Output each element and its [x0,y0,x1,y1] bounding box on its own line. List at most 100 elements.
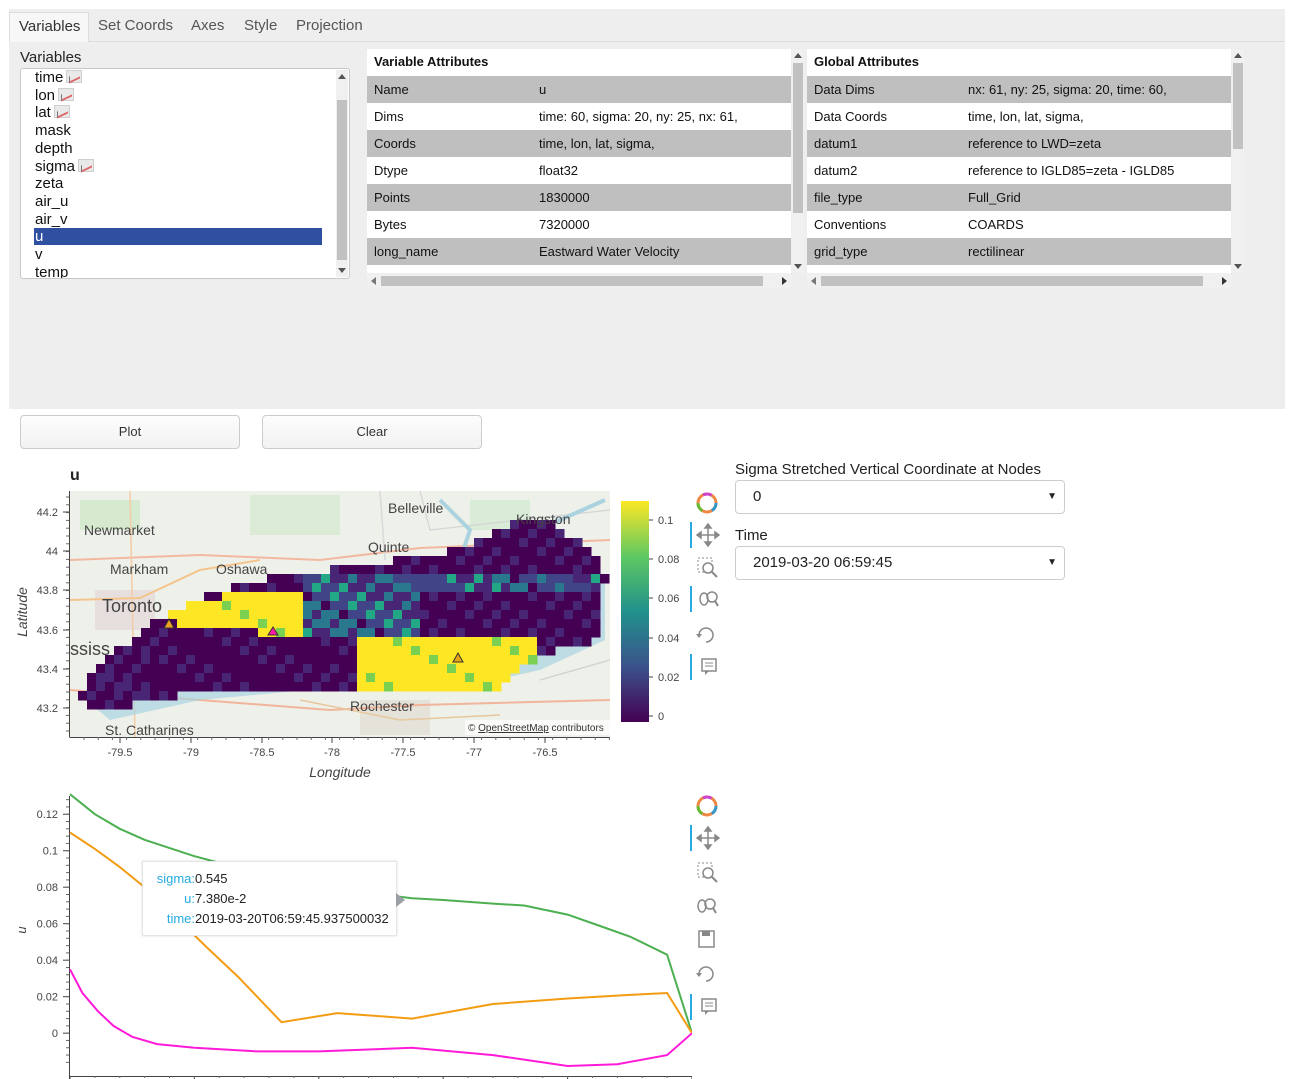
variable-item-zeta[interactable]: zeta [35,175,64,193]
tab-variables[interactable]: Variables [9,12,89,42]
pan-tool-icon[interactable] [690,522,722,548]
grid-cell [474,565,484,575]
variables-listbox[interactable]: time lon lat mask depth sigma zeta air_u… [20,68,350,279]
wheel-zoom-icon[interactable] [690,893,722,919]
tab-projection[interactable]: Projection [296,17,363,34]
variable-item-u[interactable]: u [34,228,322,246]
reset-icon[interactable] [690,961,722,987]
grid-cell [168,673,178,683]
grid-cell [528,628,538,638]
grid-cell [303,664,313,674]
grid-cell [438,646,448,656]
variable-item-mask[interactable]: mask [35,122,71,140]
map-plot[interactable]: Belleville Kingston Newmarket Quinte Mar… [0,480,690,790]
plot-button[interactable]: Plot [20,415,240,449]
bokeh-logo-icon[interactable] [690,490,722,516]
box-zoom-icon[interactable] [690,554,722,580]
grid-cell [510,655,520,665]
marker-1[interactable] [163,617,175,629]
pan-tool-icon[interactable] [690,825,722,851]
marker-3[interactable] [452,651,464,663]
openstreetmap-link[interactable]: OpenStreetMap [478,723,549,734]
grid-cell [402,655,412,665]
sigma-select[interactable]: 0 ▼ [735,480,1065,514]
grid-cell [420,583,430,593]
scroll-up-icon[interactable] [794,53,802,58]
scroll-left-icon[interactable] [371,277,376,285]
grid-cell [438,592,448,602]
grid-cell [501,619,511,629]
scroll-down-icon[interactable] [1234,264,1242,269]
grid-cell [492,619,502,629]
grid-cell [231,673,241,683]
colorbar-tick-label: 0.04 [658,633,679,645]
variable-item-lon[interactable]: lon [34,87,322,104]
scroll-down-icon[interactable] [794,264,802,269]
variable-item-air-v[interactable]: air_v [35,210,68,228]
grid-cell [222,646,232,656]
variable-item-lat[interactable]: lat [34,104,322,121]
colorbar-tick-label: 0.08 [658,554,679,566]
box-zoom-icon[interactable] [690,859,722,885]
variables-scrollbar[interactable] [336,70,348,277]
grid-cell [213,592,223,602]
grid-cell [285,646,295,656]
grid-cell [96,691,106,701]
grid-cell [528,601,538,611]
grid-cell [474,655,484,665]
tab-set-coords[interactable]: Set Coords [98,17,174,34]
series-line [69,968,692,1068]
hover-tool-icon[interactable] [690,654,722,680]
bokeh-logo-icon[interactable] [690,793,722,819]
grid-cell [573,565,583,575]
grid-cell [114,646,124,656]
grid-cell [186,664,196,674]
variable-item-v[interactable]: v [35,246,43,263]
variable-item-air-u[interactable]: air_u [35,192,69,210]
variable-item-depth[interactable]: depth [35,139,73,157]
grid-cell [582,574,592,584]
scroll-up-icon[interactable] [1234,53,1242,58]
hover-tool-icon[interactable] [690,994,722,1020]
global-attributes-hscroll[interactable] [807,273,1231,289]
grid-cell [465,574,475,584]
variable-item-temp[interactable]: temp [35,263,69,279]
reset-icon[interactable] [690,622,722,648]
tab-axes[interactable]: Axes [191,17,225,34]
grid-cell [483,574,493,584]
time-select[interactable]: 2019-03-20 06:59:45 ▼ [735,546,1065,580]
scroll-right-icon[interactable] [1222,277,1227,285]
scroll-up-icon[interactable] [338,74,346,79]
grid-cell [276,664,286,674]
clear-button[interactable]: Clear [262,415,482,449]
line-plot[interactable]: 0.12 0.1 0.08 0.06 0.04 0.02 0 u [0,790,692,1079]
scroll-thumb[interactable] [821,276,1203,286]
place-label: Rochester [350,698,414,714]
grid-cell [195,655,205,665]
scroll-right-icon[interactable] [782,277,787,285]
colorbar [621,501,649,722]
scroll-thumb[interactable] [381,276,763,286]
variable-item-time[interactable]: time [34,69,322,86]
scroll-thumb[interactable] [337,100,347,260]
scroll-down-icon[interactable] [338,268,346,273]
place-label: Quinte [368,539,409,555]
scroll-thumb[interactable] [793,63,803,213]
table-row: Bytes 7320000 [374,217,590,232]
scroll-left-icon[interactable] [811,277,816,285]
wheel-zoom-icon[interactable] [690,586,722,612]
grid-cell [402,610,412,620]
tab-style[interactable]: Style [244,17,278,34]
grid-cell [420,646,430,656]
variable-item-sigma[interactable]: sigma [34,158,322,175]
save-icon[interactable] [690,927,722,953]
marker-2[interactable] [267,626,279,636]
grid-cell [357,619,367,629]
grid-cell [510,556,520,566]
variable-attributes-vscroll[interactable] [792,49,804,273]
global-attributes-vscroll[interactable] [1232,49,1244,273]
variable-attributes-hscroll[interactable] [367,273,791,289]
scroll-thumb[interactable] [1233,63,1243,149]
grid-cell [573,538,583,548]
grid-cell [267,682,277,692]
